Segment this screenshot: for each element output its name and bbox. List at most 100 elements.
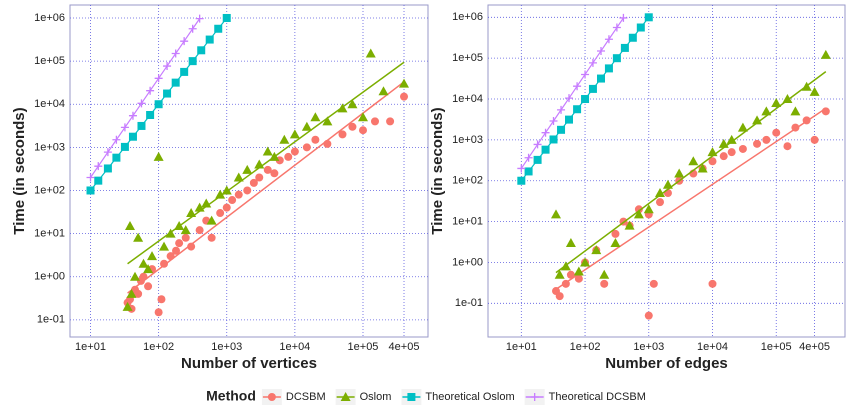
point: [143, 264, 154, 274]
point: [137, 121, 146, 130]
point: [112, 135, 121, 144]
point: [214, 24, 223, 33]
plot-area: [487, 4, 846, 338]
point: [134, 289, 143, 298]
point: [302, 143, 311, 152]
point: [94, 176, 103, 185]
point: [103, 148, 112, 157]
trend-line: [555, 107, 827, 290]
point: [201, 198, 212, 208]
point: [541, 128, 550, 137]
legend-label: Theoretical Oslom: [425, 391, 514, 403]
point: [166, 252, 175, 261]
point: [612, 23, 621, 32]
x-tick-label: 1e+05: [761, 341, 792, 353]
point: [801, 81, 812, 91]
point: [262, 146, 273, 156]
point: [662, 179, 673, 189]
point: [557, 105, 566, 114]
trend-line: [127, 61, 405, 265]
point: [154, 100, 163, 109]
point: [566, 270, 575, 279]
point: [762, 135, 771, 144]
point: [697, 163, 708, 173]
point: [782, 94, 793, 104]
point: [255, 173, 264, 182]
point: [146, 86, 155, 95]
point: [400, 92, 409, 101]
legend-item: Oslom: [335, 389, 391, 405]
point: [772, 128, 781, 137]
point: [338, 130, 347, 139]
y-tick-label: 1e+00: [452, 256, 483, 268]
point: [242, 164, 253, 174]
point: [160, 259, 169, 268]
point: [163, 89, 172, 98]
point: [654, 188, 665, 198]
point: [86, 186, 95, 195]
y-tick-label: 1e+06: [34, 12, 65, 24]
point: [628, 33, 637, 42]
point: [180, 67, 189, 76]
point: [206, 215, 217, 225]
point: [674, 168, 685, 178]
point: [557, 125, 566, 134]
point: [365, 48, 376, 58]
point: [112, 153, 121, 162]
point: [517, 176, 526, 185]
x-axis-title: Number of vertices: [181, 355, 317, 372]
point: [565, 115, 574, 124]
y-tick-label: 1e+00: [34, 271, 65, 283]
point: [604, 64, 613, 73]
point: [139, 272, 148, 281]
point: [644, 13, 653, 22]
point: [565, 237, 576, 247]
y-tick-label: 1e+01: [34, 228, 65, 240]
point: [171, 78, 180, 87]
point: [533, 140, 542, 149]
point: [263, 165, 272, 174]
point: [348, 122, 357, 131]
point: [644, 311, 653, 320]
point: [753, 139, 762, 148]
point: [284, 152, 293, 161]
point: [228, 196, 237, 205]
point: [588, 84, 597, 93]
point: [195, 14, 204, 23]
point: [279, 134, 290, 144]
point: [597, 46, 606, 55]
point: [541, 145, 550, 154]
x-tick-label: 1e+03: [633, 341, 664, 353]
x-tick-label: 1e+02: [143, 341, 174, 353]
x-axis-title: Number of edges: [605, 355, 728, 372]
point: [146, 111, 155, 120]
point: [181, 233, 190, 242]
x-tick-label: 1e+01: [75, 341, 106, 353]
point: [154, 74, 163, 83]
point: [301, 121, 312, 131]
point: [378, 86, 389, 96]
point: [188, 24, 197, 33]
legend-item: Theoretical Oslom: [401, 389, 515, 405]
point: [727, 148, 736, 157]
point: [194, 202, 205, 212]
point: [517, 164, 526, 173]
point: [175, 239, 184, 248]
y-tick-label: 1e+04: [34, 98, 65, 110]
point: [604, 35, 613, 44]
point: [783, 142, 792, 151]
y-tick-label: 1e+02: [452, 175, 483, 187]
point: [554, 269, 565, 279]
point: [634, 205, 643, 214]
x-tick-label: 4e+05: [799, 341, 830, 353]
point: [624, 220, 635, 230]
legend-label: Theoretical DCSBM: [549, 391, 646, 403]
legend-item: Theoretical DCSBM: [524, 389, 646, 405]
point: [610, 237, 621, 247]
x-tick-label: 1e+04: [279, 341, 310, 353]
point: [147, 251, 158, 261]
point: [533, 155, 542, 164]
point: [549, 135, 558, 144]
point: [810, 135, 819, 144]
